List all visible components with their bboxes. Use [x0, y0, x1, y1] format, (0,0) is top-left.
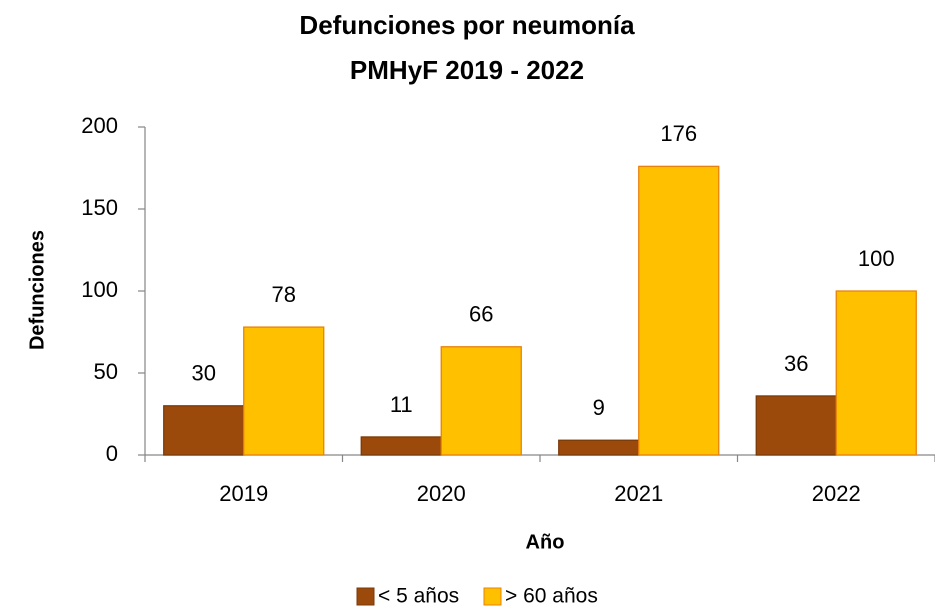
legend-swatch — [483, 587, 502, 606]
y-axis-title: Defunciones — [26, 230, 48, 350]
chart-title: Defunciones por neumonía — [299, 10, 635, 40]
bar — [440, 346, 522, 456]
bar — [360, 436, 442, 456]
value-label: 176 — [660, 121, 697, 146]
bar — [558, 439, 640, 456]
bar — [243, 326, 325, 456]
y-tick-label: 150 — [81, 195, 118, 220]
x-tick-label: 2020 — [417, 481, 466, 506]
value-label: 66 — [469, 302, 493, 327]
legend-label: < 5 años — [378, 585, 459, 608]
value-label: 78 — [272, 282, 296, 307]
bar — [163, 405, 245, 456]
x-tick-label: 2019 — [219, 481, 268, 506]
value-label: 9 — [593, 395, 605, 420]
x-axis-title: Año — [526, 531, 565, 553]
legend-swatch — [356, 587, 375, 606]
value-label: 36 — [784, 351, 808, 376]
value-label: 100 — [858, 246, 895, 271]
value-label: 30 — [192, 361, 216, 386]
y-tick-label: 0 — [106, 441, 118, 466]
bar — [835, 290, 917, 456]
bar — [755, 395, 837, 456]
x-tick-label: 2022 — [812, 481, 861, 506]
y-tick-label: 50 — [94, 359, 118, 384]
x-tick-label: 2021 — [614, 481, 663, 506]
y-tick-label: 200 — [81, 113, 118, 138]
bar — [638, 165, 720, 456]
legend-label: > 60 años — [505, 585, 598, 608]
value-label: 11 — [390, 392, 413, 417]
y-tick-label: 100 — [81, 277, 118, 302]
chart-subtitle: PMHyF 2019 - 2022 — [350, 55, 584, 85]
